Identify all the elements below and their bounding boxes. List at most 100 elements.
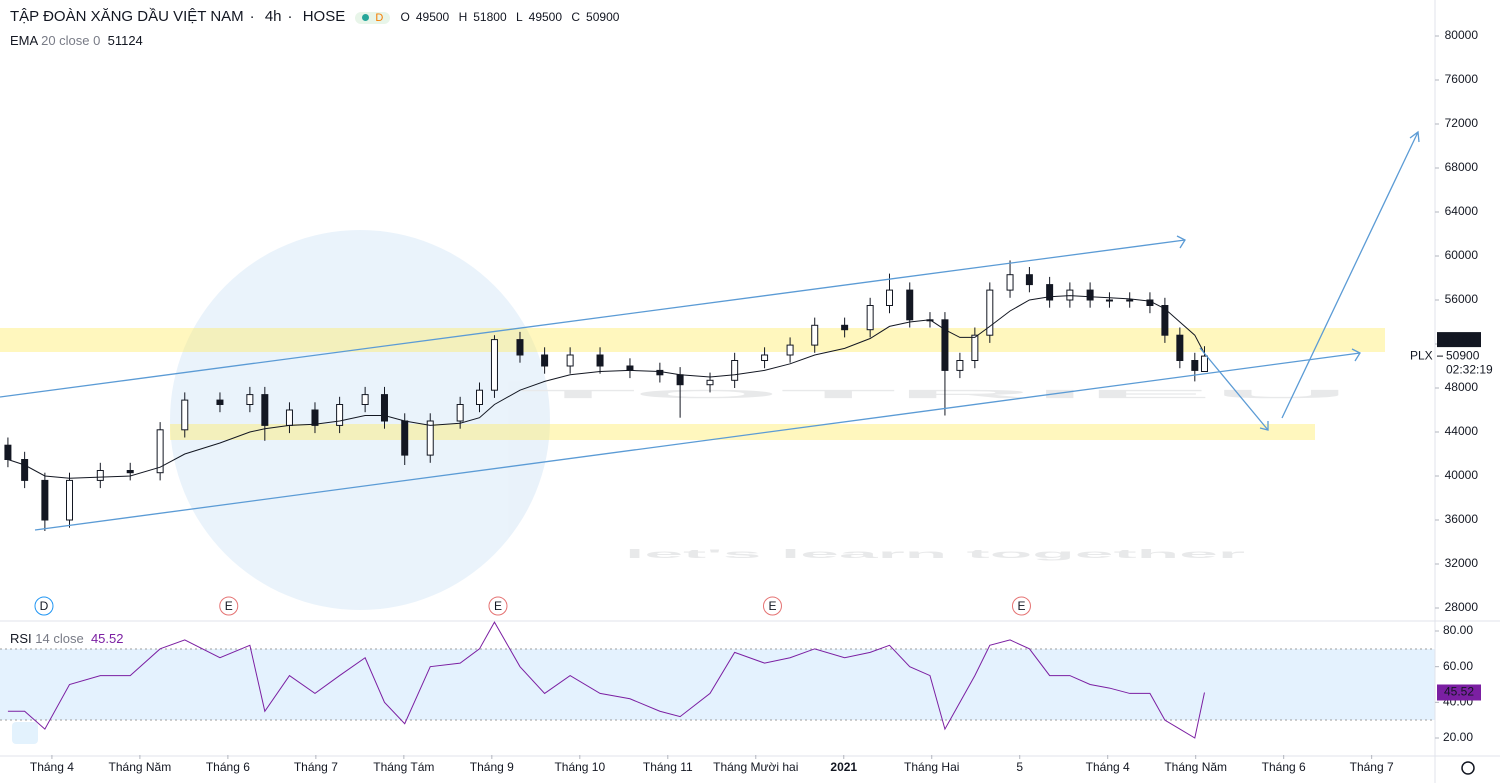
rsi-name: RSI [10, 631, 32, 646]
ema-line [7, 295, 1205, 479]
support-zone [170, 424, 1315, 440]
candle-body [181, 399, 189, 431]
candle-body [216, 399, 224, 406]
candle-body [1046, 284, 1054, 301]
rsi-band [0, 649, 1435, 720]
price-line-tag [1437, 332, 1481, 348]
price-line-label: 51100 [1443, 332, 1476, 346]
x-tick-label: Tháng Năm [1164, 760, 1227, 774]
event-marker [219, 596, 239, 616]
rsi-last-tag [1437, 684, 1481, 701]
candle-body [156, 429, 164, 474]
ohlc-label: O [400, 10, 410, 24]
event-label: E [494, 599, 502, 613]
channel-upper [0, 239, 1186, 398]
candle-body [941, 319, 949, 371]
candle-body [866, 305, 874, 331]
y-tick-label: 64000 [1445, 204, 1479, 218]
candle-body [126, 469, 134, 474]
ohlc-label: H [458, 10, 468, 24]
rsi-line [7, 621, 1205, 739]
candle-body [956, 360, 964, 371]
candle-body [96, 469, 104, 481]
header: TẬP ĐOÀN XĂNG DẦU VIỆT NAM · 4h · HOSE D O… [10, 8, 631, 25]
candle-body [261, 394, 269, 426]
y-tick-label: 28000 [1445, 600, 1479, 614]
x-tick-label: Tháng Hai [904, 760, 959, 774]
watermark-brand: TOTRIEU [520, 387, 1350, 401]
candle-body [516, 339, 524, 356]
candle-body [566, 354, 574, 367]
candle-body [246, 394, 254, 406]
candle-body [21, 459, 29, 481]
candle-body [706, 379, 714, 386]
x-tick-label: Tháng Mười hai [713, 760, 798, 774]
x-tick-label: Tháng Năm [109, 760, 172, 774]
candle-body [285, 409, 293, 426]
event-marker [34, 596, 54, 616]
arrow-head [1259, 421, 1269, 431]
candle-body [811, 324, 819, 346]
candle-body [476, 389, 484, 406]
candle-body [626, 365, 634, 371]
ohlc-value: 50900 [586, 10, 620, 24]
settings-button[interactable] [1461, 761, 1475, 775]
event-marker [1011, 596, 1031, 616]
x-tick-label: Tháng 6 [206, 760, 250, 774]
candle-body [596, 354, 604, 367]
x-tick-label: Tháng Tám [373, 760, 434, 774]
arrow-head [1351, 348, 1361, 362]
candle-body [986, 289, 994, 336]
ema-legend: EMA 20 close 0 51124 [10, 33, 143, 48]
event-label: E [768, 599, 776, 613]
candle-body [786, 344, 794, 356]
candle-body [886, 289, 894, 307]
event-marker [762, 596, 782, 616]
x-tick-label: Tháng 4 [30, 760, 74, 774]
event-label: E [1017, 599, 1025, 613]
rsi-tick-label: 80.00 [1443, 623, 1473, 637]
forecast-down [1199, 347, 1269, 431]
candle-body [380, 394, 388, 422]
x-tick-label: Tháng 11 [643, 760, 693, 774]
y-tick-label: 48000 [1445, 380, 1479, 394]
ema-name: EMA [10, 33, 38, 48]
candle-body [311, 409, 319, 426]
candle-body [426, 420, 434, 456]
y-tick-label: 60000 [1445, 248, 1479, 262]
rsi-value: 45.52 [90, 631, 124, 646]
candle-body [1191, 360, 1199, 371]
symbol-title: TẬP ĐOÀN XĂNG DẦU VIỆT NAM [10, 8, 244, 25]
candle-body [490, 339, 498, 391]
drawings [0, 130, 1420, 531]
last-price-label: 50900 [1446, 348, 1480, 362]
event-label: E [225, 599, 233, 613]
y-tick-label: 40000 [1445, 468, 1479, 482]
y-tick-label: 44000 [1445, 424, 1479, 438]
ohlc-label: C [571, 10, 581, 24]
candle-body [456, 404, 464, 422]
rsi-last-label: 45.52 [1444, 685, 1474, 699]
candle-body [1200, 355, 1208, 373]
status-badge: D [355, 12, 391, 24]
x-tick-label: Tháng 6 [1262, 760, 1306, 774]
candle-body [1025, 274, 1033, 286]
candle-body [66, 479, 74, 521]
rsi-params: 14 close [35, 631, 84, 646]
candle-body [731, 360, 739, 381]
ema-params: 20 close 0 [41, 33, 101, 48]
candle-body [656, 369, 664, 376]
y-tick-label: 76000 [1445, 72, 1479, 86]
event-marker [488, 596, 508, 616]
exchange: HOSE [302, 8, 346, 25]
candle-body [676, 374, 684, 386]
y-tick-label: 72000 [1445, 116, 1479, 130]
x-tick-label: 2021 [830, 760, 857, 774]
x-tick-label: Tháng 9 [470, 760, 514, 774]
y-tick-label: 80000 [1445, 28, 1479, 42]
logo-button[interactable] [12, 722, 38, 744]
interval: 4h [264, 8, 282, 25]
candle-body [1176, 334, 1184, 362]
symbol-tag: PLX [1410, 348, 1433, 362]
